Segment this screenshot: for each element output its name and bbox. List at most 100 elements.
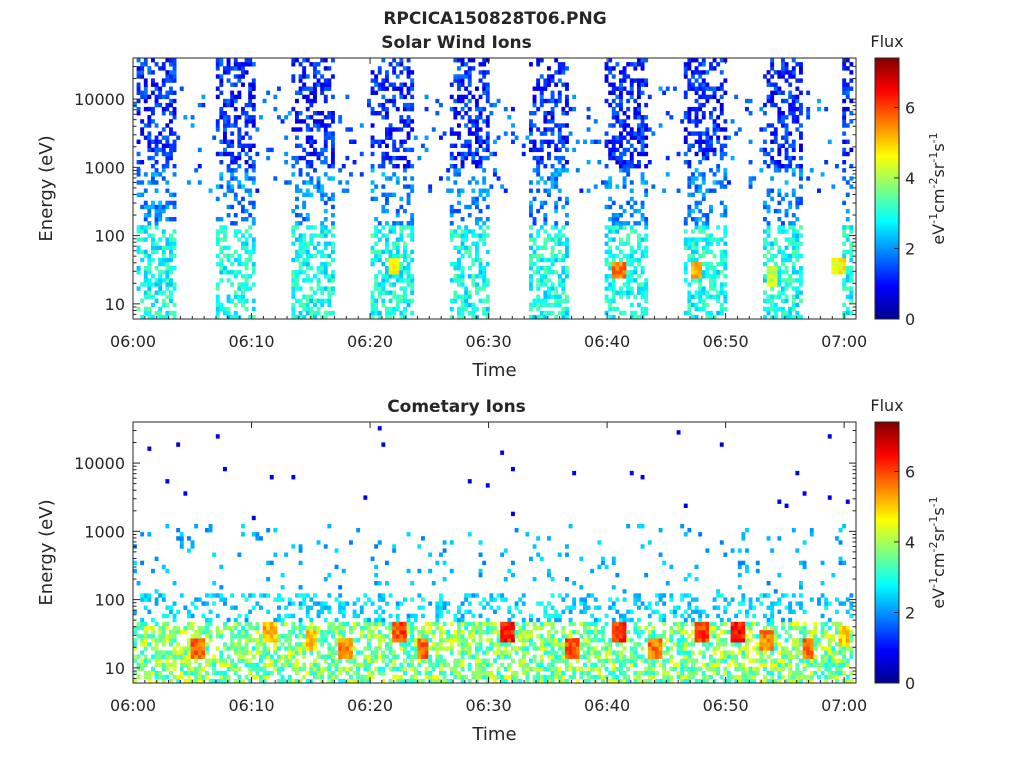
heatmap-cell <box>773 160 778 165</box>
heatmap-cell <box>399 630 404 635</box>
heatmap-cell <box>453 58 458 63</box>
heatmap-cell <box>385 642 389 647</box>
heatmap-cell <box>320 160 325 165</box>
heatmap-cell <box>712 58 717 63</box>
heatmap-cell <box>820 172 825 177</box>
heatmap-cell <box>295 278 299 283</box>
heatmap-cell <box>410 82 415 87</box>
heatmap-cell <box>777 274 782 279</box>
heatmap-cell <box>683 111 688 116</box>
heatmap-cell <box>331 678 335 684</box>
heatmap-cell <box>381 658 386 663</box>
heatmap-cell <box>586 106 591 112</box>
heatmap-cell <box>561 241 566 246</box>
heatmap-cell <box>251 168 256 173</box>
heatmap-cell <box>374 225 379 230</box>
heatmap-cell <box>374 634 379 639</box>
heatmap-cell <box>165 58 170 63</box>
heatmap-cell <box>381 204 386 210</box>
heatmap-cell <box>604 249 609 255</box>
heatmap-cell <box>215 630 220 635</box>
heatmap-cell <box>788 253 793 259</box>
heatmap-cell <box>723 233 728 238</box>
heatmap-cell <box>608 217 613 222</box>
heatmap-cell <box>478 568 483 574</box>
heatmap-cell <box>208 188 213 193</box>
heatmap-cell <box>716 139 721 144</box>
heatmap-cell <box>309 625 314 631</box>
heatmap-cell <box>691 106 695 112</box>
heatmap-cell <box>478 261 483 267</box>
heatmap-cell <box>543 127 548 132</box>
heatmap-cell <box>449 314 454 320</box>
heatmap-cell <box>489 102 494 108</box>
heatmap-cell <box>529 286 533 291</box>
heatmap-cell <box>295 270 299 275</box>
heatmap-cell <box>241 70 245 75</box>
heatmap-cell <box>183 630 188 635</box>
heatmap-cell <box>489 151 494 157</box>
heatmap-cell <box>464 290 469 295</box>
heatmap-cell <box>172 70 177 75</box>
heatmap-cell <box>493 597 497 602</box>
heatmap-cell <box>719 253 724 259</box>
heatmap-cell <box>251 217 256 222</box>
heatmap-cell <box>226 617 231 623</box>
heatmap-cell <box>223 127 227 132</box>
heatmap-cell <box>572 147 577 153</box>
heatmap-cell <box>367 597 371 602</box>
heatmap-cell <box>302 257 307 263</box>
heatmap-cell <box>460 58 465 63</box>
heatmap-cell <box>197 650 202 655</box>
heatmap-cell <box>791 172 796 177</box>
heatmap-cell <box>309 253 314 259</box>
heatmap-cell <box>698 217 703 222</box>
heatmap-cell <box>251 176 256 181</box>
heatmap-cell <box>219 184 224 189</box>
heatmap-cell <box>161 290 166 295</box>
heatmap-cell <box>705 213 710 218</box>
heatmap-cell <box>388 249 393 255</box>
heatmap-cell <box>406 253 411 259</box>
heatmap-cell <box>550 253 555 259</box>
heatmap-cell <box>615 184 620 189</box>
heatmap-cell <box>320 270 325 275</box>
heatmap-cell <box>784 298 789 303</box>
heatmap-cell <box>460 164 465 169</box>
heatmap-cell <box>554 123 559 128</box>
heatmap-cell <box>140 658 145 663</box>
heatmap-cell <box>248 593 253 598</box>
heatmap-cell <box>799 233 803 238</box>
heatmap-cell <box>284 613 289 619</box>
heatmap-cell <box>770 266 775 271</box>
heatmap-cell <box>392 102 397 108</box>
heatmap-cell <box>323 270 328 275</box>
heatmap-cell <box>219 266 224 271</box>
heatmap-cell <box>316 638 321 643</box>
heatmap-cell <box>169 131 173 136</box>
heatmap-cell <box>507 605 512 610</box>
heatmap-cell <box>320 82 325 87</box>
heatmap-cell <box>763 298 767 303</box>
heatmap-cell <box>496 630 501 635</box>
heatmap-cell <box>604 78 609 83</box>
heatmap-cell <box>640 200 645 206</box>
heatmap-cell <box>788 90 793 95</box>
heatmap-cell <box>251 82 256 87</box>
heatmap-cell <box>223 192 227 197</box>
heatmap-cell <box>608 102 613 108</box>
heatmap-cell <box>525 532 530 537</box>
heatmap-cell <box>539 160 544 165</box>
heatmap-cell <box>453 662 458 667</box>
heatmap-cell <box>719 106 724 112</box>
heatmap-cell <box>557 233 562 238</box>
heatmap-cell <box>291 290 296 295</box>
heatmap-cell <box>500 450 505 455</box>
heatmap-cell <box>460 78 465 83</box>
heatmap-cell <box>561 278 566 283</box>
heatmap-cell <box>604 241 609 246</box>
heatmap-cell <box>471 634 476 639</box>
heatmap-cell <box>435 674 440 680</box>
heatmap-cell <box>251 261 256 267</box>
heatmap-cell <box>529 638 533 643</box>
